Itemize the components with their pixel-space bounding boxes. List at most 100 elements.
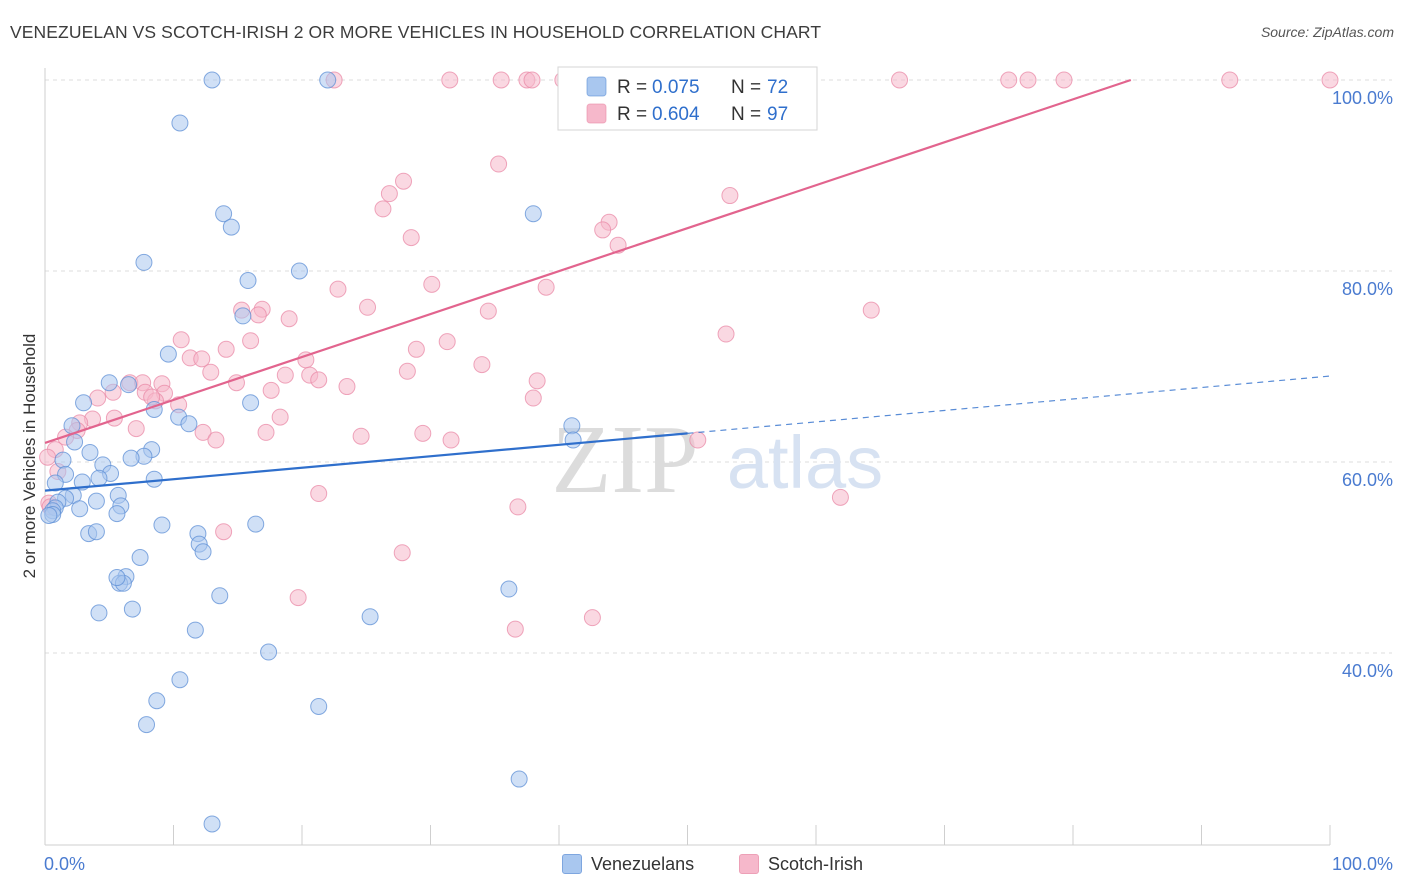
legend-swatch-venezuelans [586,76,607,97]
venezuelans-point-67 [310,697,328,715]
y-tick-label-2: 80.0% [1342,279,1393,299]
venezuelans-point-20 [563,417,581,435]
venezuelans-point-0 [203,71,221,89]
venezuelans-point-61 [90,604,108,622]
chart-title: VENEZUELAN VS SCOTCH-IRISH 2 OR MORE VEH… [10,22,822,42]
legend-n-value-2: 97 [767,104,788,125]
venezuelans-point-45 [108,505,126,523]
venezuelans-point-5 [222,218,240,236]
scotch-irish-point-51 [310,371,328,389]
scotch-irish-point-76 [352,427,370,445]
stats-legend: R = 0.075 N = 72 R = 0.604 N = 97 [557,66,818,131]
scotch-irish-point-14 [1019,71,1037,89]
scotch-irish-point-16 [1221,71,1239,89]
watermark-atlas: atlas [727,421,883,504]
venezuelans-point-25 [54,451,72,469]
scotch-irish-point-38 [172,331,190,349]
venezuelans-point-3 [524,205,542,223]
scotch-irish-point-49 [276,366,294,384]
legend-r-value-2: 0.604 [652,104,700,125]
venezuelans-point-65 [171,671,189,689]
scotch-irish-point-56 [338,378,356,396]
scotch-irish-point-21 [721,187,739,205]
venezuelans-point-63 [186,621,204,639]
venezuelans-points [40,71,582,833]
venezuelans-point-9 [234,307,252,325]
scotch-irish-point-19 [395,172,413,190]
venezuelans-point-6 [135,253,153,271]
scotch-irish-point-33 [479,302,497,320]
scotch-irish-point-13 [1000,71,1018,89]
scotch-irish-point-15 [1055,71,1073,89]
scotch-irish-point-36 [280,310,298,328]
scotch-irish-point-72 [194,423,212,441]
scotch-irish-point-86 [831,488,849,506]
venezuelans-point-49 [87,523,105,541]
venezuelans-point-69 [510,770,528,788]
venezuelans-point-23 [81,443,99,461]
scotch-irish-point-58 [262,381,280,399]
y-tick-label-1: 60.0% [1342,470,1393,490]
scotch-irish-point-27 [423,275,441,293]
venezuelans-point-53 [131,549,149,566]
venezuelans-trend-extension [687,375,1331,434]
venezuelans-point-4 [215,205,233,223]
venezuelans-point-62 [361,608,379,626]
scotch-irish-trend-line [44,78,1132,444]
venezuelans-point-68 [138,716,156,734]
legend-label-venezuelans: Venezuelans [591,853,695,874]
scotch-irish-point-84 [310,485,328,503]
trend-lines [44,78,1331,492]
scotch-irish-point-4 [523,71,541,89]
x-tick-label-min: 0.0% [44,854,85,874]
y-axis-label: 2 or more Vehicles in Household [20,334,39,579]
y-tick-label-0: 40.0% [1342,661,1393,681]
venezuelans-point-52 [194,543,212,561]
series-legend: Venezuelans Scotch-Irish [0,852,1406,878]
venezuelans-point-7 [290,262,308,280]
venezuelans-point-47 [247,515,265,533]
scotch-irish-point-44 [193,350,211,368]
scotch-irish-point-35 [249,306,267,324]
scotch-irish-point-61 [528,372,546,390]
scotch-irish-swatch [739,854,759,874]
scotch-irish-point-17 [1321,71,1339,89]
venezuelans-point-12 [120,376,138,394]
venezuelans-point-66 [148,692,166,710]
scotch-irish-point-67 [271,408,289,426]
venezuelans-point-31 [90,469,108,487]
venezuelans-point-10 [159,345,177,363]
scotch-irish-point-24 [594,221,612,239]
scotch-irish-point-82 [39,448,57,466]
venezuelans-point-26 [122,449,140,467]
scotch-irish-point-28 [537,278,555,296]
legend-label-scotch-irish: Scotch-Irish [768,853,864,874]
scotch-irish-point-71 [127,420,145,438]
venezuelans-point-33 [46,474,64,492]
scotch-irish-point-47 [202,363,220,381]
scotch-irish-point-2 [492,71,510,89]
scotch-irish-point-48 [398,362,416,380]
scotch-irish-point-74 [414,424,432,442]
scotch-irish-point-77 [442,431,460,449]
legend-r-value-1: 0.075 [652,77,700,98]
scotch-irish-point-34 [862,301,880,319]
scotch-irish-point-89 [215,523,233,541]
gridlines [45,79,1392,654]
scotch-irish-point-63 [89,389,107,407]
scotch-irish-points [39,71,1339,638]
scotch-irish-point-37 [717,325,735,343]
scotch-irish-point-92 [583,609,601,627]
y-tick-labels: 40.0% 60.0% 80.0% 100.0% [1332,88,1393,681]
scotch-irish-point-78 [689,431,707,449]
scotch-irish-point-39 [242,332,260,350]
venezuelans-point-18 [180,415,198,433]
scotch-irish-point-79 [207,431,225,449]
scotch-irish-point-25 [402,229,420,247]
legend-item-scotch-irish[interactable]: Scotch-Irish [739,852,863,876]
legend-item-venezuelans[interactable]: Venezuelans [562,852,694,876]
scotch-irish-point-12 [891,71,909,89]
venezuelans-point-2 [171,114,189,132]
scotch-irish-point-73 [257,423,275,441]
